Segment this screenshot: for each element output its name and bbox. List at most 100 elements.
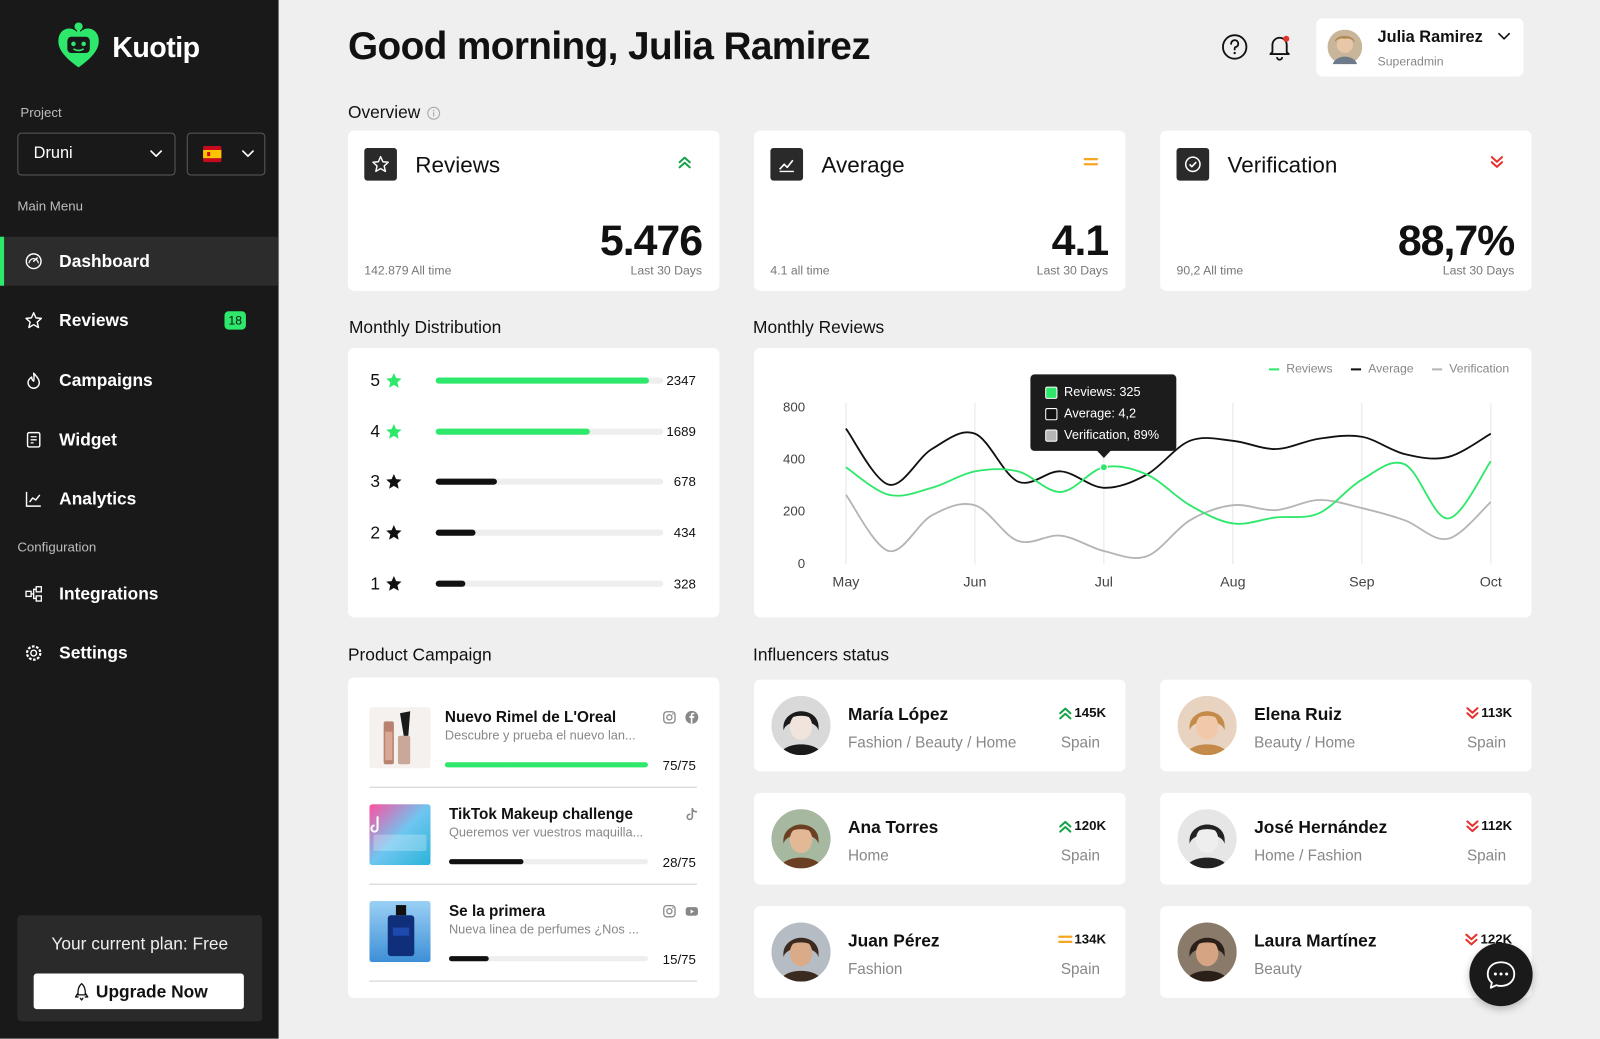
bar-track [435, 580, 664, 587]
influencer-categories: Beauty / Home [1254, 734, 1356, 752]
influencer-country: Spain [1466, 847, 1507, 865]
icon-shape [31, 588, 37, 600]
icon-shape [1058, 935, 1073, 943]
icon-shape [1505, 972, 1509, 976]
brand-logo [53, 20, 104, 71]
legend-label: Average [1368, 362, 1414, 376]
menu-icon [24, 644, 42, 662]
campaign-image [369, 901, 431, 963]
rating-label: 3 [370, 471, 381, 492]
icon-shape [685, 907, 698, 916]
icon-shape [1177, 922, 1237, 982]
rating-star [385, 472, 403, 490]
influencer-avatar [771, 695, 831, 756]
card-all-time: 90,2 All time [1176, 263, 1244, 278]
progress-done: 75 [662, 757, 678, 773]
icon-shape [771, 922, 831, 982]
upgrade-button[interactable] [33, 973, 244, 1010]
progress-bar [448, 859, 524, 865]
main-menu-label: Main Menu [17, 198, 83, 214]
icon-shape [1177, 922, 1237, 982]
icon-shape [672, 907, 674, 909]
progress-done: 28 [662, 854, 678, 870]
icon-shape [386, 423, 402, 439]
icon-shape [787, 824, 815, 834]
menu-icon [24, 585, 42, 603]
menu-icon [24, 431, 42, 449]
icon-shape [689, 712, 695, 724]
rating-star [385, 371, 403, 389]
icon-shape [678, 156, 691, 169]
menu-label: Widget [59, 430, 117, 450]
icon-shape [25, 645, 42, 661]
card-value: 5.476 [599, 216, 703, 265]
line-chart: May Jun Jul Aug Sep Oct 0 200 400 800 Verification… [783, 362, 1509, 591]
campaign-description: Queremos ver vuestros maquilla... [448, 825, 644, 840]
language-select[interactable] [186, 132, 266, 176]
icon-shape [395, 905, 407, 916]
progress-done: 15 [662, 951, 678, 967]
section-title: Influencers status [753, 645, 890, 665]
influencer-name: Juan Pérez [847, 931, 940, 951]
icon-shape [1193, 824, 1221, 834]
icon-shape [1185, 970, 1229, 982]
rating-label: 5 [370, 370, 381, 391]
tooltip-swatch [1045, 386, 1058, 399]
menu-icon [24, 311, 43, 329]
chat-button[interactable] [1469, 942, 1533, 1007]
icon-shape [787, 711, 815, 721]
notifications-button[interactable] [1267, 33, 1291, 62]
influencer-trend [1058, 705, 1072, 721]
influencer-categories: Fashion / Beauty / Home [847, 734, 1017, 752]
influencer-trend [1465, 818, 1479, 834]
icon-shape [1222, 34, 1248, 60]
icon-shape [1498, 32, 1510, 40]
tooltip-text: Average: 4,2 [1064, 406, 1136, 421]
influencer-categories: Beauty [1254, 960, 1302, 979]
icon-shape [771, 695, 831, 756]
bar [435, 478, 498, 485]
icon-shape [1493, 972, 1497, 976]
brand-name: Kuotip [112, 31, 200, 64]
icon-shape [1332, 56, 1358, 65]
icon-shape [678, 156, 691, 169]
help-button[interactable] [1221, 34, 1248, 61]
upgrade-icon [73, 983, 89, 1001]
section-title: Monthly Distribution [348, 317, 502, 338]
icon-shape [1283, 35, 1290, 42]
icon-shape [58, 22, 99, 68]
card-period: Last 30 Days [1442, 263, 1515, 278]
y-tick-label: 400 [783, 452, 805, 467]
user-role: Superadmin [1377, 54, 1444, 69]
x-tick-label: May [832, 574, 860, 590]
card-period: Last 30 Days [630, 263, 703, 278]
icon-shape [690, 909, 694, 914]
icon-shape [1058, 935, 1073, 943]
project-select[interactable] [17, 132, 176, 176]
rating-star [385, 574, 403, 592]
influencer-country: Spain [1466, 734, 1507, 752]
icon-shape [1269, 36, 1290, 55]
icon-shape [242, 150, 254, 157]
menu-label: Analytics [59, 489, 137, 509]
overview-card [754, 130, 1126, 291]
influencer-avatar [771, 922, 831, 982]
icon-shape [779, 857, 823, 869]
icon-shape [71, 41, 76, 47]
card-title: Average [821, 152, 905, 178]
icon-shape [1177, 695, 1237, 756]
icon-shape [663, 711, 676, 724]
icon-shape [432, 109, 435, 112]
menu-icon [24, 252, 42, 270]
icon-shape [672, 713, 674, 715]
legend-label: Verification [1449, 362, 1509, 376]
icon-shape [1233, 51, 1236, 55]
icon-shape [1059, 707, 1072, 720]
icon-shape [203, 145, 222, 163]
rating-star [385, 422, 403, 440]
icon-shape [1184, 156, 1201, 173]
card-trend [1490, 154, 1504, 170]
icon-shape [1269, 35, 1290, 61]
language-chevron [240, 146, 256, 162]
